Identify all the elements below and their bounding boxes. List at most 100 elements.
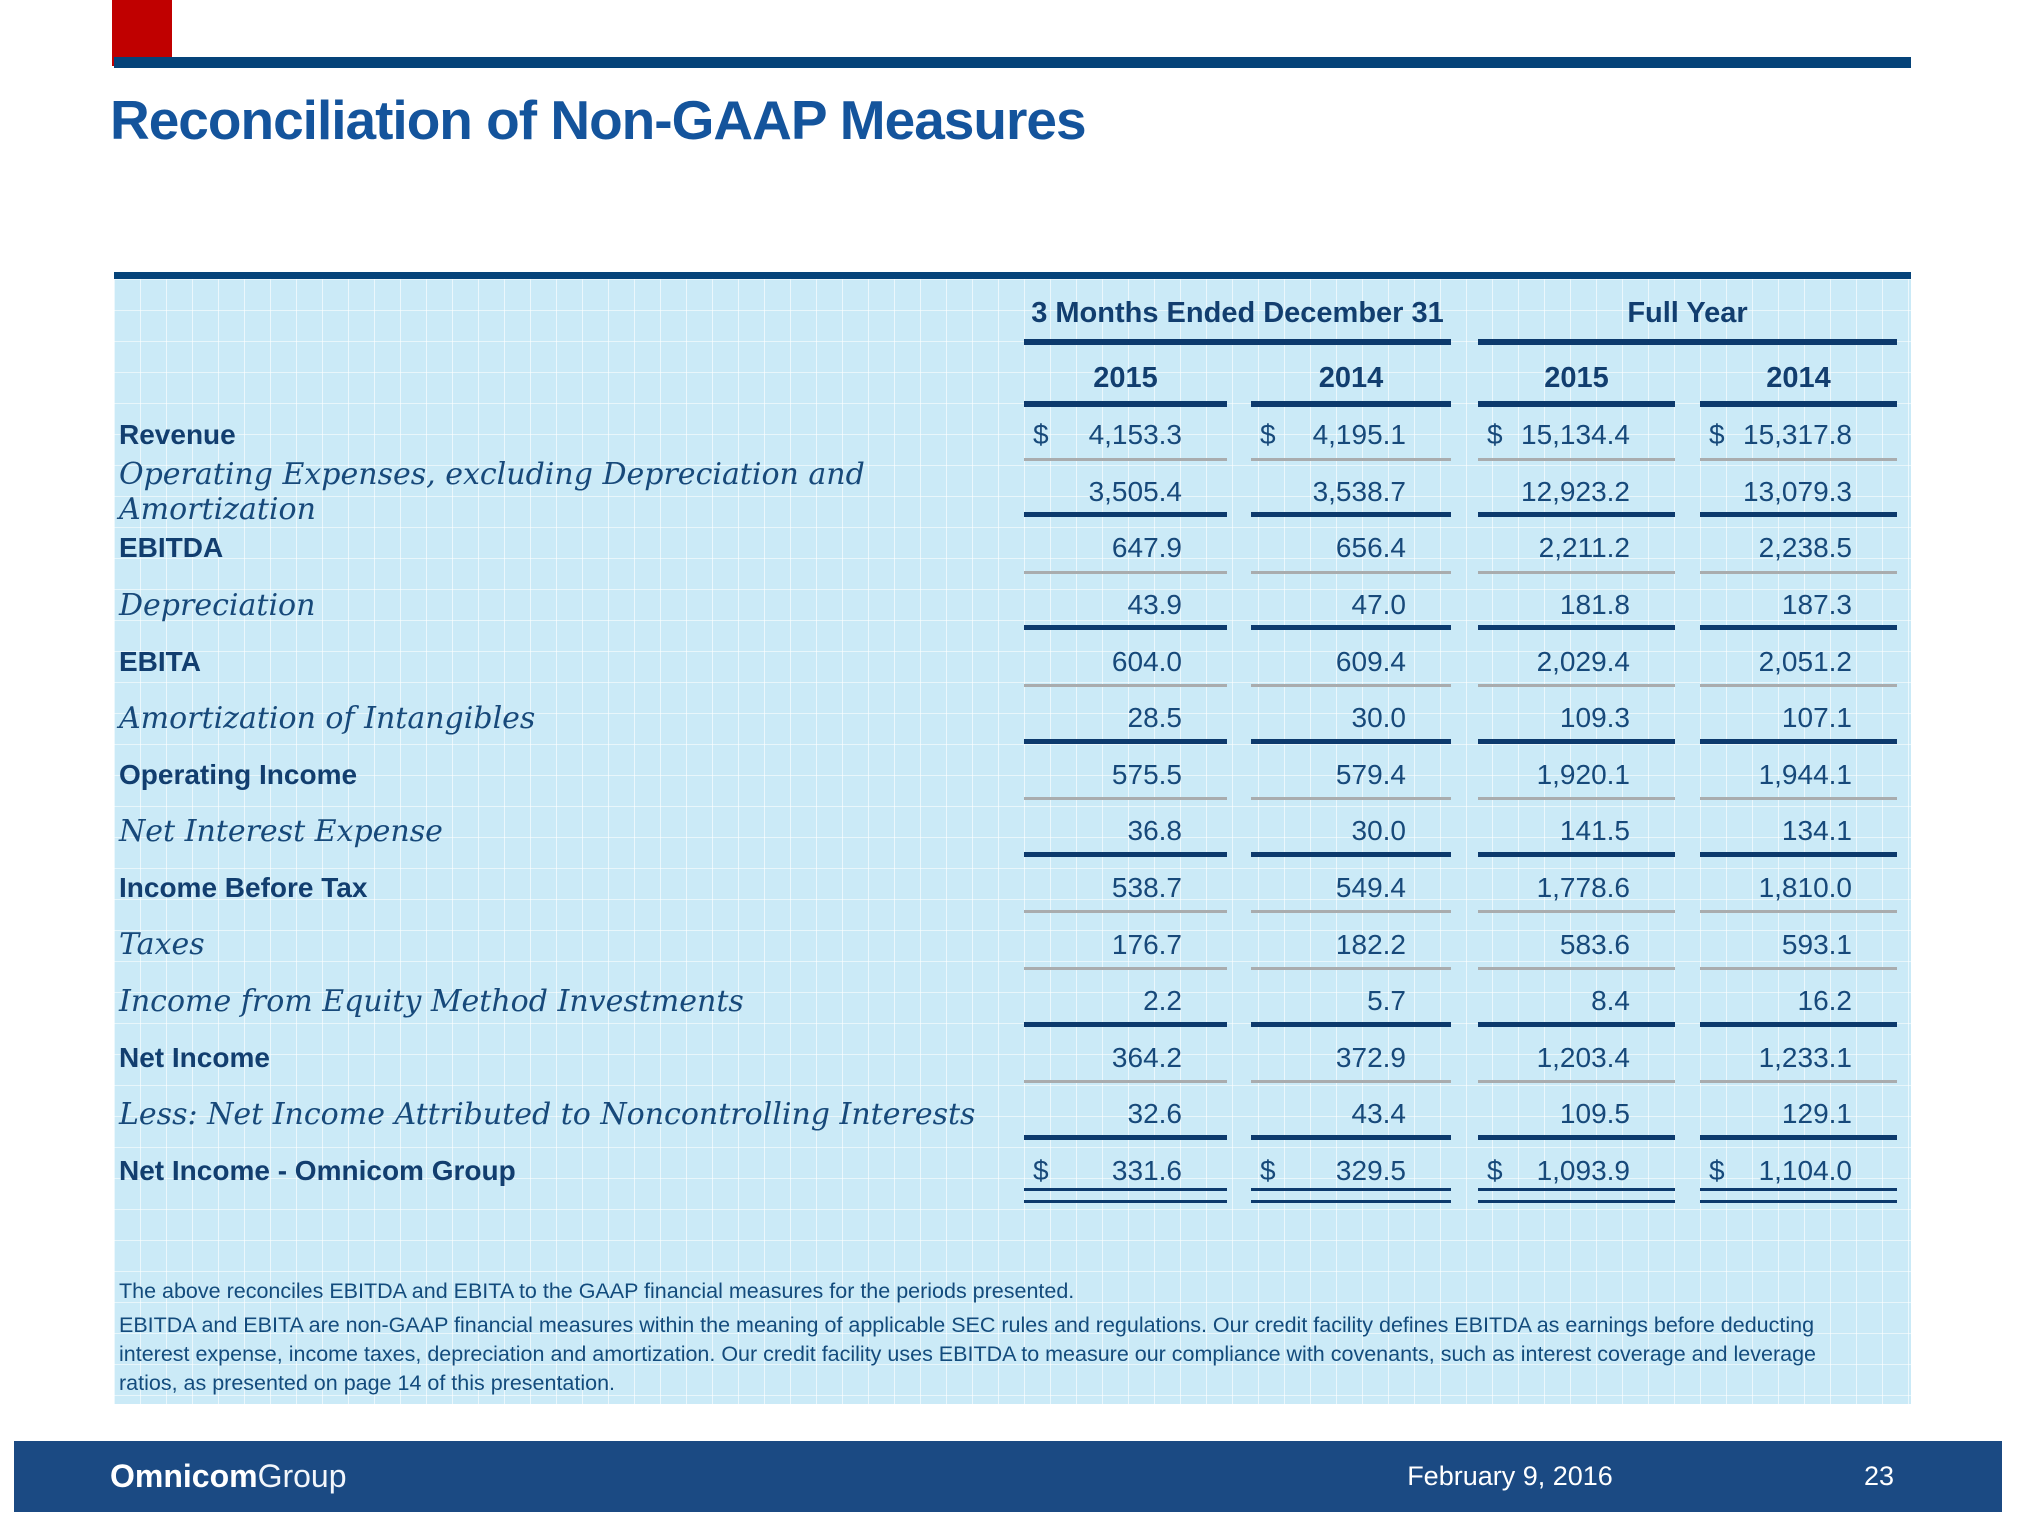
red-accent-bar xyxy=(112,0,172,66)
value-cell: 5.7 xyxy=(1251,973,1451,1030)
value-cell: $4,153.3 xyxy=(1024,407,1227,464)
value-text: 141.5 xyxy=(1559,815,1630,847)
value-text: 30.0 xyxy=(1351,702,1407,734)
value-text: 36.8 xyxy=(1127,815,1183,847)
row-label: Net Income - Omnicom Group xyxy=(119,1155,516,1187)
row-separator xyxy=(1251,910,1451,914)
value-text: 43.9 xyxy=(1127,589,1183,621)
value-cell: 583.6 xyxy=(1478,916,1675,973)
column-group-header-3-months: 3 Months Ended December 31 xyxy=(1024,287,1451,345)
value-text: 647.9 xyxy=(1111,532,1182,564)
table-row: Operating Expenses, excluding Depreciati… xyxy=(114,457,1911,527)
row-separator xyxy=(1251,1188,1451,1204)
value-text: 372.9 xyxy=(1335,1041,1406,1073)
value-cell: 2,238.5 xyxy=(1700,520,1897,577)
row-separator xyxy=(1024,625,1227,631)
row-separator xyxy=(1700,570,1897,574)
row-separator xyxy=(1478,1021,1675,1027)
row-separator xyxy=(1251,683,1451,687)
row-separator xyxy=(1024,683,1227,687)
row-label: Depreciation xyxy=(119,587,316,623)
row-separator xyxy=(1478,683,1675,687)
value-text: 134.1 xyxy=(1781,815,1852,847)
value-text: 15,317.8 xyxy=(1743,419,1852,451)
value-text: 4,195.1 xyxy=(1312,419,1406,451)
value-text: 32.6 xyxy=(1127,1098,1183,1130)
value-cell: 36.8 xyxy=(1024,803,1227,860)
row-separator xyxy=(1700,910,1897,914)
row-label: Income from Equity Method Investments xyxy=(119,983,744,1019)
row-label: Operating Income xyxy=(119,758,358,790)
value-cell: 47.0 xyxy=(1251,577,1451,634)
value-cell: 181.8 xyxy=(1478,577,1675,634)
value-cell: 109.3 xyxy=(1478,690,1675,747)
value-cell: $15,134.4 xyxy=(1478,407,1675,464)
value-text: 538.7 xyxy=(1111,872,1182,904)
value-cell: 1,944.1 xyxy=(1700,747,1897,804)
value-text: 331.6 xyxy=(1111,1155,1182,1187)
row-separator xyxy=(1251,1021,1451,1027)
row-separator xyxy=(1251,966,1451,970)
value-cell: 187.3 xyxy=(1700,577,1897,634)
row-separator xyxy=(1478,570,1675,574)
row-label: Taxes xyxy=(119,927,205,963)
value-cell: 109.5 xyxy=(1478,1086,1675,1143)
value-cell: 1,233.1 xyxy=(1700,1030,1897,1087)
value-text: 593.1 xyxy=(1781,928,1852,960)
row-separator xyxy=(1024,738,1227,744)
row-separator xyxy=(1478,851,1675,857)
value-text: 182.2 xyxy=(1335,928,1406,960)
row-separator xyxy=(1024,1188,1227,1204)
row-label: Revenue xyxy=(119,419,236,451)
row-separator xyxy=(1251,570,1451,574)
value-text: 181.8 xyxy=(1559,589,1630,621)
value-text: 329.5 xyxy=(1335,1155,1406,1187)
table-row: Income from Equity Method Investments 2.2… xyxy=(114,973,1911,1030)
value-cell: 656.4 xyxy=(1251,520,1451,577)
row-separator xyxy=(1024,797,1227,801)
row-separator xyxy=(1700,625,1897,631)
value-text: 1,233.1 xyxy=(1758,1041,1852,1073)
row-separator xyxy=(1251,797,1451,801)
value-text: 13,079.3 xyxy=(1743,475,1852,507)
value-text: 1,810.0 xyxy=(1758,872,1852,904)
value-text: 3,505.4 xyxy=(1088,475,1182,507)
value-text: 1,944.1 xyxy=(1758,758,1852,790)
row-separator xyxy=(1251,457,1451,461)
row-label: Income Before Tax xyxy=(119,872,368,904)
row-label: Less: Net Income Attributed to Noncontro… xyxy=(119,1096,976,1132)
value-text: 1,920.1 xyxy=(1536,758,1630,790)
row-separator xyxy=(1478,457,1675,461)
value-text: 129.1 xyxy=(1781,1098,1852,1130)
value-text: 107.1 xyxy=(1781,702,1852,734)
year-header: 2014 xyxy=(1700,355,1897,407)
value-text: 1,104.0 xyxy=(1758,1155,1852,1187)
value-text: 8.4 xyxy=(1591,985,1630,1017)
row-separator xyxy=(1251,738,1451,744)
value-cell: 30.0 xyxy=(1251,803,1451,860)
value-cell: 609.4 xyxy=(1251,633,1451,690)
row-separator xyxy=(1024,512,1227,518)
dollar-sign: $ xyxy=(1033,419,1049,451)
row-separator xyxy=(1251,512,1451,518)
value-cell: 8.4 xyxy=(1478,973,1675,1030)
value-cell: $15,317.8 xyxy=(1700,407,1897,464)
row-separator xyxy=(1700,738,1897,744)
row-separator xyxy=(1478,625,1675,631)
value-cell: 579.4 xyxy=(1251,747,1451,804)
logo-light-part: Group xyxy=(257,1458,347,1494)
value-cell: 2,211.2 xyxy=(1478,520,1675,577)
value-cell: 176.7 xyxy=(1024,916,1227,973)
row-separator xyxy=(1478,1134,1675,1140)
row-separator xyxy=(1251,625,1451,631)
value-cell: 3,538.7 xyxy=(1251,464,1451,521)
value-cell: 575.5 xyxy=(1024,747,1227,804)
page-title: Reconciliation of Non-GAAP Measures xyxy=(110,89,1087,151)
value-text: 5.7 xyxy=(1367,985,1406,1017)
value-cell: 1,778.6 xyxy=(1478,860,1675,917)
row-separator xyxy=(1478,1188,1675,1204)
table-row: Net Interest Expense 36.8 30.0 141.5 134.1 xyxy=(114,803,1911,860)
table-row: Net Income 364.2 372.9 1,203.4 1,233.1 xyxy=(114,1030,1911,1087)
value-cell: 647.9 xyxy=(1024,520,1227,577)
row-separator xyxy=(1251,1134,1451,1140)
